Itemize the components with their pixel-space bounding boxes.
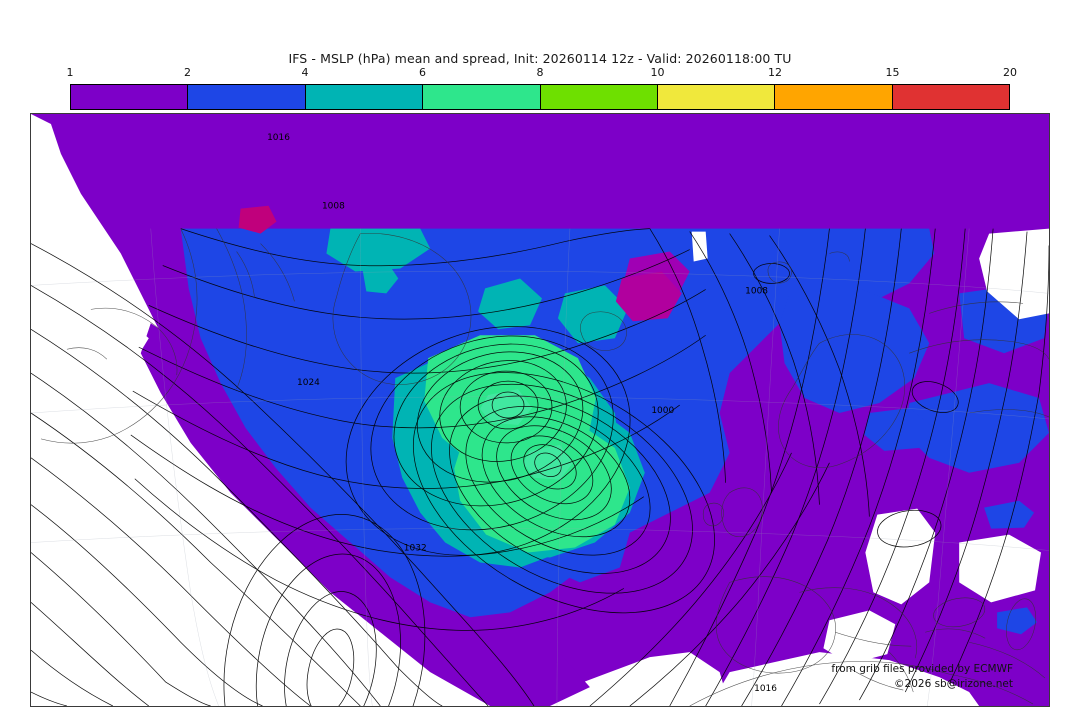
contour-label-1008: 1008 — [745, 286, 768, 296]
colorbar-segment-4-6 — [305, 85, 424, 109]
spread-band-below-1-eu5 — [979, 228, 1049, 320]
colorbar-gradient — [70, 84, 1010, 110]
spread-band-4-6-sm2 — [557, 285, 628, 344]
spread-band-2-4-siberia — [904, 383, 1049, 473]
colorbar-segment-15-20 — [892, 85, 1009, 109]
spread-band-below-1-eu4 — [959, 534, 1042, 603]
colorbar-tick-20: 20 — [1003, 66, 1017, 79]
spread-band-4-6-top — [326, 228, 431, 272]
spread-band-2-4-small2 — [997, 607, 1038, 635]
colorbar-tick-10: 10 — [650, 66, 665, 79]
spread-band-below-1-eu1 — [865, 508, 936, 605]
contour-label-1024: 1024 — [297, 378, 320, 388]
spread-band-2-4-baltic — [864, 408, 935, 451]
isobar-contours — [31, 228, 1049, 706]
colorbar-segment-6-8 — [423, 85, 541, 109]
colorbar-segment-2-4 — [188, 85, 306, 109]
spread-core-inner-1 — [480, 389, 533, 425]
contour-label-1000: 1000 — [651, 406, 674, 416]
colorbar-tick-4: 4 — [301, 66, 309, 79]
contour-label-1008: 1008 — [322, 202, 345, 212]
page-title: IFS - MSLP (hPa) mean and spread, Init: … — [288, 51, 792, 66]
colorbar-tick-2: 2 — [184, 66, 191, 79]
colorbar-segment-10-12 — [657, 85, 776, 109]
map-svg: 1024 1032 1016 1016 1008 1000 1008 — [31, 114, 1049, 706]
spread-band-below-1-eu2 — [823, 610, 896, 665]
colorbar-tick-1: 1 — [66, 66, 74, 79]
contour-label-1032: 1032 — [404, 544, 427, 554]
spread-band-below-1-eu3 — [709, 652, 980, 706]
colorbar: 1 2 4 6 8 10 12 15 20 — [66, 66, 1018, 110]
colorbar-tick-labels: 1 2 4 6 8 10 12 15 20 — [66, 66, 1018, 82]
colorbar-segment-12-15 — [775, 85, 893, 109]
contour-label-1016: 1016 — [267, 133, 290, 143]
colorbar-tick-12: 12 — [768, 66, 782, 79]
colorbar-tick-8: 8 — [536, 66, 544, 79]
contour-label-1016: 1016 — [754, 684, 777, 694]
spread-band-mix-2 — [615, 271, 682, 322]
spread-band-below-1-iberia — [70, 303, 149, 366]
graticule — [31, 228, 1049, 706]
spread-band-2-4-russia — [779, 288, 930, 413]
colorbar-tick-15: 15 — [885, 66, 900, 79]
spread-band-2-4-small1 — [984, 500, 1035, 529]
spread-band-4-6-sm1 — [478, 278, 542, 330]
map-canvas[interactable]: 1024 1032 1016 1016 1008 1000 1008 from grib f… — [30, 113, 1050, 707]
spread-band-4-6-sm4 — [362, 263, 399, 294]
coastlines — [40, 228, 1049, 706]
colorbar-tick-6: 6 — [419, 66, 426, 79]
contour-labels: 1024 1032 1016 1016 1008 1000 1008 — [267, 133, 777, 694]
spread-band-mix-3 — [238, 205, 277, 234]
spread-band-below-1-atlantic — [31, 328, 431, 706]
colorbar-segment-1-2 — [71, 85, 189, 109]
colorbar-segment-8-10 — [540, 85, 658, 109]
